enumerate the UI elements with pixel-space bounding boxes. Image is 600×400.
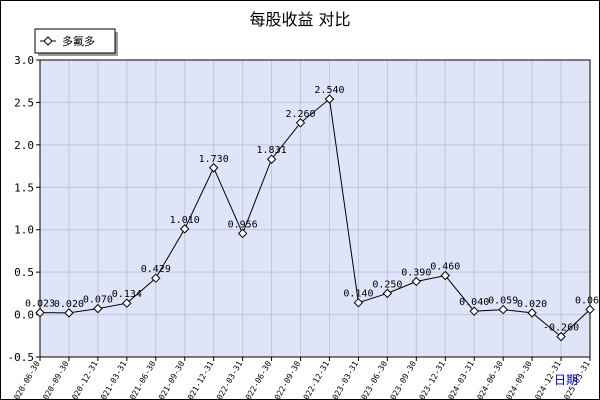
y-tick-label: 0.5	[14, 266, 34, 279]
plot-area	[40, 60, 590, 357]
data-label: 0.020	[517, 299, 547, 310]
x-tick-label: 2020-12-31	[68, 359, 100, 400]
x-tick-label: 2021-12-31	[184, 359, 216, 400]
x-tick-label: 2023-12-31	[415, 359, 447, 400]
data-label: 0.059	[488, 296, 518, 307]
data-label: 2.260	[285, 109, 315, 120]
x-tick-label: 2022-03-31	[212, 359, 244, 400]
y-tick-label: -0.5	[8, 351, 35, 364]
data-point	[180, 224, 190, 234]
data-label: 0.140	[343, 289, 373, 300]
data-label: 1.010	[170, 215, 200, 226]
legend: 多氟多	[34, 28, 118, 56]
legend-label: 多氟多	[62, 34, 95, 48]
series-group: 0.0230.0200.0700.1340.4291.0101.7300.956…	[25, 85, 600, 342]
data-point	[411, 276, 422, 287]
data-point	[527, 308, 537, 318]
data-label: 0.134	[112, 289, 142, 300]
data-label: 0.040	[459, 297, 489, 308]
x-tick-label: 2021-06-30	[126, 359, 158, 400]
data-label: 0.429	[141, 264, 171, 275]
x-tick-label: 2024-09-30	[502, 359, 534, 400]
data-point	[151, 273, 161, 283]
x-tick-label: 2022-12-31	[299, 359, 331, 400]
x-axis-corner-label: 日期	[554, 373, 578, 387]
data-point	[585, 304, 595, 315]
y-tick-label: 1.5	[14, 181, 34, 194]
data-label: 0.956	[228, 219, 258, 230]
data-point	[440, 270, 450, 281]
x-tick-label: 2021-03-31	[97, 359, 129, 400]
data-point	[353, 297, 364, 308]
chart-title: 每股收益 对比	[249, 10, 351, 29]
x-tick-label: 2020-09-30	[39, 359, 71, 400]
data-point	[324, 94, 335, 104]
data-point	[208, 163, 219, 173]
x-tick-label: 2023-09-30	[386, 359, 418, 400]
data-label: 0.020	[54, 299, 84, 310]
data-point	[237, 228, 248, 239]
data-point	[266, 154, 277, 164]
data-point	[469, 306, 479, 316]
x-tick-label: 2024-03-31	[444, 359, 476, 400]
series-line	[39, 98, 591, 338]
x-tick-label: 2024-06-30	[473, 359, 505, 400]
y-tick-label: 2.0	[14, 139, 34, 152]
data-point	[64, 308, 74, 318]
data-label: 0.070	[83, 295, 113, 306]
data-label: 0.060	[575, 295, 600, 306]
legend-diamond-icon	[43, 36, 53, 46]
data-label: -0.260	[543, 323, 579, 334]
data-point	[122, 298, 132, 308]
plot-border	[39, 59, 591, 358]
y-axis-ticks: -0.5 0.0 0.5 1.0 1.5 2.0 2.5 3.0	[8, 54, 40, 364]
x-tick-label: 2023-03-31	[328, 359, 360, 400]
y-tick-label: 3.0	[14, 54, 34, 67]
data-point	[295, 118, 306, 128]
data-label: 1.831	[257, 145, 287, 156]
data-point	[35, 307, 45, 318]
data-label: 0.390	[401, 267, 431, 278]
y-tick-label: 2.5	[14, 96, 34, 109]
data-label: 0.250	[372, 279, 402, 290]
data-label: 1.730	[199, 154, 229, 165]
data-point	[93, 303, 103, 314]
x-tick-label: 2021-09-30	[155, 359, 187, 400]
data-point	[556, 331, 566, 342]
x-tick-label: 2022-09-30	[270, 359, 302, 400]
x-axis-ticks: 2020-06-302020-09-302020-12-312021-03-31…	[10, 357, 592, 400]
data-point	[382, 288, 393, 299]
x-tick-label: 2020-06-30	[10, 359, 42, 400]
y-tick-label: 0.0	[14, 309, 34, 322]
x-tick-label: 2023-06-30	[357, 359, 389, 400]
data-label: 0.023	[25, 299, 55, 310]
data-label: 0.460	[430, 262, 460, 273]
data-point	[498, 304, 508, 315]
axes	[39, 59, 591, 358]
data-label: 2.540	[314, 85, 344, 96]
x-tick-label: 2022-06-30	[241, 359, 273, 400]
y-tick-label: 1.0	[14, 224, 34, 237]
